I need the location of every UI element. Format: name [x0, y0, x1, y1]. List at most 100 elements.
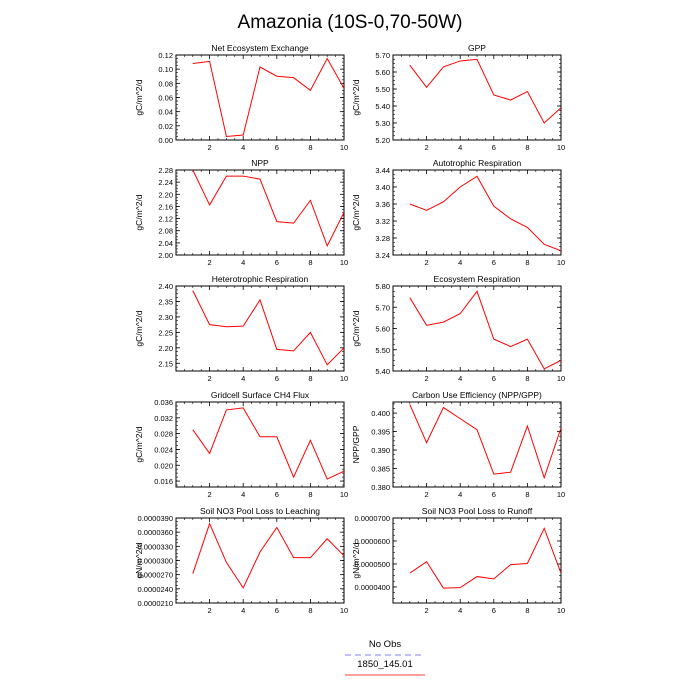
x-tick-label: 8: [525, 606, 529, 615]
plot-frame: [175, 169, 345, 256]
x-tick-label: 2: [425, 606, 429, 615]
chart-panel-4: Autotrophic Respiration gC/m^2/d 3.24 3.28 3…: [351, 158, 565, 267]
y-tick-label: 0.0000390: [138, 514, 173, 523]
x-tick-label: 10: [340, 258, 348, 267]
y-tick-label: 0.0000300: [138, 557, 173, 566]
series-line-1: [192, 522, 344, 589]
y-tick-label: 5.70: [375, 51, 390, 60]
x-tick-label: 10: [557, 258, 565, 267]
plot-frame: [392, 401, 562, 488]
y-tick-label: 2.20: [158, 190, 173, 199]
y-tick-label: 0.0000270: [138, 571, 173, 580]
legend: No Obs 1850_145.01: [345, 639, 425, 676]
chart-panel-2: GPP gC/m^2/d 5.20 5.30 5.40 5.50 5.60 5.70 2 4 6 8 1…: [351, 43, 565, 152]
y-tick-label: 5.60: [375, 68, 390, 77]
series-line-1: [192, 170, 344, 248]
y-tick-label: 0.0000330: [138, 542, 173, 551]
x-tick-label: 2: [208, 490, 212, 499]
plot-frame: [175, 401, 345, 488]
y-tick-label: 2.25: [158, 328, 173, 337]
panel-title: Ecosystem Respiration: [434, 274, 521, 284]
panel-title: Autotrophic Respiration: [433, 158, 522, 168]
x-tick-label: 6: [275, 606, 279, 615]
x-tick-label: 8: [525, 143, 529, 152]
y-tick-label: 0.390: [371, 446, 390, 455]
x-tick-label: 10: [340, 374, 348, 383]
y-tick-label: 0.024: [154, 445, 173, 454]
x-tick-label: 2: [425, 143, 429, 152]
y-tick-label: 0.10: [158, 65, 173, 74]
series-line-1: [409, 58, 561, 124]
y-tick-label: 2.15: [158, 359, 173, 368]
y-axis-label: gC/m^2/d: [134, 310, 144, 346]
x-tick-label: 6: [492, 143, 496, 152]
x-tick-label: 10: [340, 143, 348, 152]
y-tick-label: 0.036: [154, 398, 173, 407]
y-tick-label: 2.16: [158, 202, 173, 211]
y-tick-label: 5.50: [375, 346, 390, 355]
y-tick-label: 0.380: [371, 483, 390, 492]
x-tick-label: 6: [492, 606, 496, 615]
y-axis-label: gC/m^2/d: [351, 194, 361, 230]
legend-label-no-obs: No Obs: [369, 639, 401, 650]
plot-frame: [392, 54, 562, 141]
y-tick-label: 0.08: [158, 79, 173, 88]
panel-title: NPP: [251, 158, 269, 168]
plot-frame: [392, 517, 562, 604]
y-axis-label: gC/m^2/d: [351, 79, 361, 115]
chart-panel-10: Soil NO3 Pool Loss to RunoffgN/m^2/d0.00…: [351, 506, 565, 615]
x-tick-label: 4: [458, 374, 462, 383]
x-tick-label: 8: [308, 490, 312, 499]
y-tick-label: 0.016: [154, 477, 173, 486]
x-tick-label: 8: [525, 258, 529, 267]
y-tick-label: 5.80: [375, 282, 390, 291]
y-tick-label: 0.0000400: [355, 583, 390, 592]
y-tick-label: 3.44: [375, 166, 390, 175]
legend-label-run: 1850_145.01: [357, 659, 412, 670]
series-line-1: [192, 290, 344, 366]
y-tick-label: 2.40: [158, 282, 173, 291]
x-tick-label: 4: [458, 143, 462, 152]
x-tick-label: 10: [340, 606, 348, 615]
chart-panel-5: Heterotrophic Respiration gC/m^2/d 2.15 2.2…: [134, 274, 348, 383]
panel-title: Soil NO3 Pool Loss to Leaching: [200, 506, 320, 516]
y-tick-label: 5.30: [375, 119, 390, 128]
y-tick-label: 5.50: [375, 85, 390, 94]
y-axis-label: NPP/GPP: [351, 425, 361, 463]
plot-frame: [175, 517, 345, 604]
y-tick-label: 3.32: [375, 217, 390, 226]
y-tick-label: 0.0000700: [355, 514, 390, 523]
y-tick-label: 5.20: [375, 136, 390, 145]
x-tick-label: 4: [458, 258, 462, 267]
x-tick-label: 10: [557, 374, 565, 383]
chart-panel-9: Soil NO3 Pool Loss to LeachinggN/m^2/d0.…: [134, 506, 348, 615]
y-tick-label: 3.40: [375, 183, 390, 192]
x-tick-label: 4: [241, 143, 245, 152]
x-tick-label: 8: [308, 606, 312, 615]
x-tick-label: 2: [208, 143, 212, 152]
y-tick-label: 0.0000240: [138, 585, 173, 594]
x-tick-label: 2: [425, 490, 429, 499]
y-axis-label: gN/m^2/d: [134, 542, 144, 578]
x-tick-label: 8: [308, 258, 312, 267]
x-tick-label: 6: [492, 258, 496, 267]
x-tick-label: 8: [525, 490, 529, 499]
y-tick-label: 0.385: [371, 465, 390, 474]
plot-frame: [392, 169, 562, 256]
series-line-1: [409, 290, 561, 370]
x-tick-label: 10: [557, 490, 565, 499]
x-tick-label: 2: [208, 374, 212, 383]
x-tick-label: 2: [425, 258, 429, 267]
y-tick-label: 5.40: [375, 102, 390, 111]
y-tick-label: 0.395: [371, 428, 390, 437]
x-tick-label: 6: [275, 258, 279, 267]
x-tick-label: 2: [425, 374, 429, 383]
figure-title: Amazonia (10S-0,70-50W): [238, 12, 463, 33]
x-tick-label: 4: [458, 606, 462, 615]
chart-panel-8: Carbon Use Efficiency (NPP/GPP) NPP/GPP 0.…: [351, 390, 565, 499]
y-tick-label: 2.04: [158, 239, 173, 248]
x-tick-label: 4: [241, 374, 245, 383]
y-tick-label: 0.400: [371, 409, 390, 418]
x-tick-label: 6: [275, 374, 279, 383]
y-tick-label: 5.70: [375, 303, 390, 312]
